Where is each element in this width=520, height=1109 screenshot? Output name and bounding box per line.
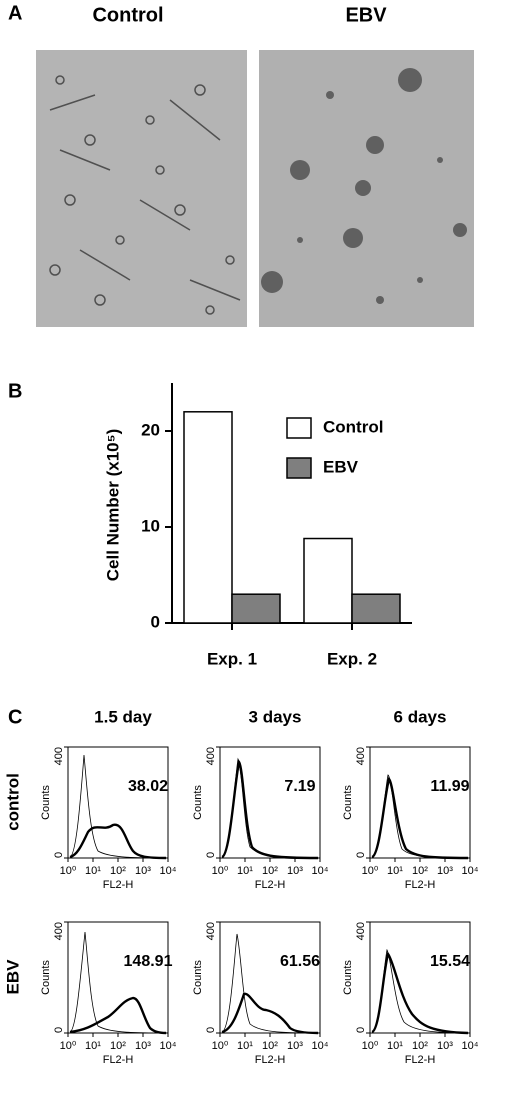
x-tick-label: 10⁰: [362, 865, 379, 877]
histogram: 10⁰ 10¹ 10² 10³ 10⁴ 0 400 FL2-H Counts 7.19: [192, 746, 329, 891]
mfi-value: 7.19: [284, 778, 315, 795]
bar: [231, 593, 281, 624]
y-axis-label: Counts: [192, 960, 204, 995]
y-axis-label: Counts: [40, 785, 52, 820]
y-tick-label: 0: [53, 1027, 65, 1033]
legend-label: EBV: [323, 457, 359, 476]
x-tick-label: 10⁰: [60, 865, 77, 877]
x-tick-label: 10⁴: [160, 865, 177, 877]
column-title: 3 days: [249, 707, 302, 726]
x-tick-label: 10³: [287, 1040, 303, 1052]
x-tick-label: 10⁴: [312, 1040, 329, 1052]
x-axis-label: FL2-H: [255, 879, 286, 891]
y-tick-label: 0: [355, 1027, 367, 1033]
bar-chart: 0 10 20 Exp. 1 Exp. 2 Control EBV: [141, 383, 412, 668]
histogram: 10⁰ 10¹ 10² 10³ 10⁴ 0 400 FL2-H Counts 148.91: [40, 921, 177, 1066]
x-tick-label: 10³: [135, 1040, 151, 1052]
x-tick-label: 10³: [135, 865, 151, 877]
y-tick-label: 400: [205, 922, 217, 940]
x-tick-label: 10⁴: [160, 1040, 177, 1052]
micrograph: [259, 50, 474, 327]
y-tick-label: 400: [53, 922, 65, 940]
mfi-value: 61.56: [280, 953, 320, 970]
legend-swatch: [286, 457, 312, 479]
x-tick-label: 10¹: [85, 865, 101, 877]
x-tick-label: 10⁰: [212, 1040, 229, 1052]
x-tick-label: 10⁰: [60, 1040, 77, 1052]
mfi-value: 38.02: [128, 778, 168, 795]
x-tick-label: 10³: [437, 865, 453, 877]
panel-label: B: [8, 380, 22, 402]
row-label: EBV: [3, 959, 22, 995]
plot-frame: [67, 921, 169, 1034]
x-tick-label: 10⁴: [312, 865, 329, 877]
x-tick-label: 10¹: [237, 1040, 253, 1052]
column-title: 6 days: [394, 707, 447, 726]
legend-label: Control: [323, 417, 383, 436]
x-axis-label: FL2-H: [405, 879, 436, 891]
y-tick-label: 20: [141, 420, 160, 439]
y-axis-label: Counts: [40, 960, 52, 995]
x-tick-label: 10³: [287, 865, 303, 877]
y-axis-label: Counts: [342, 960, 354, 995]
row-label: control: [3, 773, 22, 831]
x-tick-label: 10¹: [387, 1040, 403, 1052]
x-tick-label: 10⁴: [462, 1040, 479, 1052]
legend-swatch: [286, 417, 312, 439]
y-tick-label: 10: [141, 516, 160, 535]
x-axis-label: FL2-H: [103, 1054, 134, 1066]
x-tick-label: 10¹: [237, 865, 253, 877]
x-tick-label: 10²: [262, 1040, 278, 1052]
y-axis-label: Counts: [192, 785, 204, 820]
y-tick-label: 0: [205, 1027, 217, 1033]
y-tick-label: 0: [151, 612, 160, 631]
x-tick-label: 10⁴: [462, 865, 479, 877]
histogram: 10⁰ 10¹ 10² 10³ 10⁴ 0 400 FL2-H Counts 11.99: [342, 746, 479, 891]
y-tick-label: 400: [53, 747, 65, 765]
bar: [303, 537, 353, 624]
x-tick-label: 10²: [110, 1040, 126, 1052]
x-tick-label: 10⁰: [212, 865, 229, 877]
histogram: 10⁰ 10¹ 10² 10³ 10⁴ 0 400 FL2-H Counts 15.54: [342, 921, 479, 1066]
y-tick-label: 400: [205, 747, 217, 765]
x-tick-label: 10²: [262, 865, 278, 877]
mfi-value: 148.91: [124, 953, 173, 970]
x-tick-label: 10²: [412, 1040, 428, 1052]
column-title: 1.5 day: [94, 707, 152, 726]
x-tick-label: 10⁰: [362, 1040, 379, 1052]
micrograph: [36, 50, 247, 327]
y-axis-label: Counts: [342, 785, 354, 820]
histogram: 10⁰ 10¹ 10² 10³ 10⁴ 0 400 FL2-H Counts 61.56: [192, 921, 329, 1066]
bar: [351, 593, 401, 624]
x-axis-label: FL2-H: [255, 1054, 286, 1066]
x-tick-label: 10²: [110, 865, 126, 877]
image-title: EBV: [345, 4, 387, 26]
y-tick-label: 0: [205, 852, 217, 858]
histogram: 10⁰ 10¹ 10² 10³ 10⁴ 0 400 FL2-H Counts 38.02: [40, 746, 177, 891]
x-tick-label: 10¹: [85, 1040, 101, 1052]
y-tick-label: 400: [355, 922, 367, 940]
y-tick-label: 0: [53, 852, 65, 858]
panel-label: A: [8, 2, 22, 24]
mfi-value: 11.99: [430, 778, 469, 795]
mfi-value: 15.54: [430, 953, 470, 970]
bar: [183, 411, 233, 624]
image-title: Control: [92, 4, 163, 26]
x-tick-label: Exp. 2: [327, 649, 377, 668]
x-axis-label: FL2-H: [405, 1054, 436, 1066]
panel-label: C: [8, 706, 22, 728]
x-tick-label: 10²: [412, 865, 428, 877]
x-axis-label: FL2-H: [103, 879, 134, 891]
y-tick-label: 400: [355, 747, 367, 765]
y-axis-label: Cell Number (x10⁵): [103, 429, 122, 582]
plot-frame: [219, 746, 321, 859]
x-tick-label: Exp. 1: [207, 649, 257, 668]
y-tick-label: 0: [355, 852, 367, 858]
x-tick-label: 10³: [437, 1040, 453, 1052]
x-tick-label: 10¹: [387, 865, 403, 877]
